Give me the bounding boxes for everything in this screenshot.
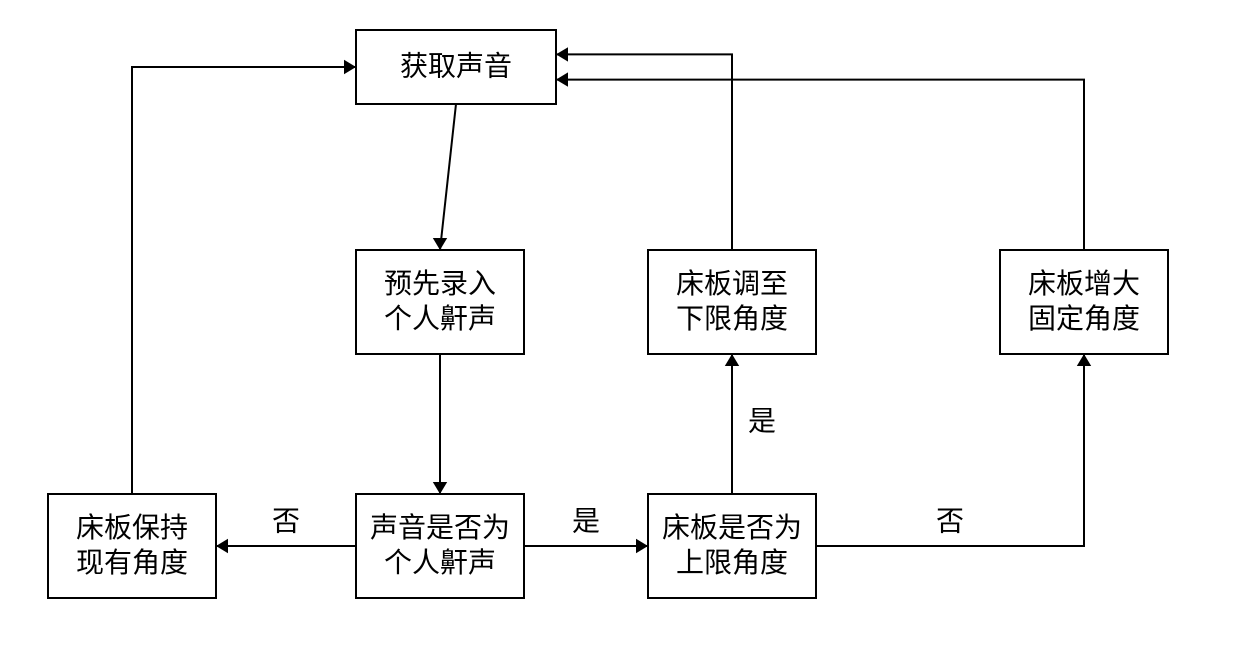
node-label: 床板是否为	[662, 512, 802, 544]
flow-node: 床板保持现有角度	[48, 494, 216, 598]
flow-node: 床板调至下限角度	[648, 250, 816, 354]
edge-label: 是	[572, 506, 600, 537]
node-label: 获取声音	[400, 50, 512, 82]
flow-node: 获取声音	[356, 30, 556, 104]
node-label: 个人鼾声	[384, 547, 496, 579]
node-label: 床板保持	[76, 512, 188, 544]
flowchart-canvas: 否是是否获取声音预先录入个人鼾声床板调至下限角度床板增大固定角度床板保持现有角度…	[0, 0, 1240, 648]
node-label: 预先录入	[384, 268, 496, 300]
edge	[132, 67, 356, 494]
node-label: 床板调至	[676, 268, 788, 300]
flow-node: 床板是否为上限角度	[648, 494, 816, 598]
flow-node: 预先录入个人鼾声	[356, 250, 524, 354]
edge-label: 是	[748, 406, 776, 437]
node-label: 上限角度	[676, 547, 788, 579]
node-label: 声音是否为	[370, 512, 510, 544]
node-label: 下限角度	[676, 303, 788, 335]
edge	[556, 80, 1084, 250]
node-label: 固定角度	[1028, 303, 1140, 335]
edge-label: 否	[272, 506, 300, 537]
node-label: 现有角度	[76, 547, 188, 579]
edges-layer: 否是是否	[132, 54, 1084, 546]
edge-label: 否	[936, 506, 964, 537]
node-label: 床板增大	[1028, 268, 1140, 300]
edge	[440, 104, 456, 250]
nodes-layer: 获取声音预先录入个人鼾声床板调至下限角度床板增大固定角度床板保持现有角度声音是否…	[48, 30, 1168, 598]
flow-node: 床板增大固定角度	[1000, 250, 1168, 354]
edge	[556, 54, 732, 250]
flow-node: 声音是否为个人鼾声	[356, 494, 524, 598]
node-label: 个人鼾声	[384, 303, 496, 335]
